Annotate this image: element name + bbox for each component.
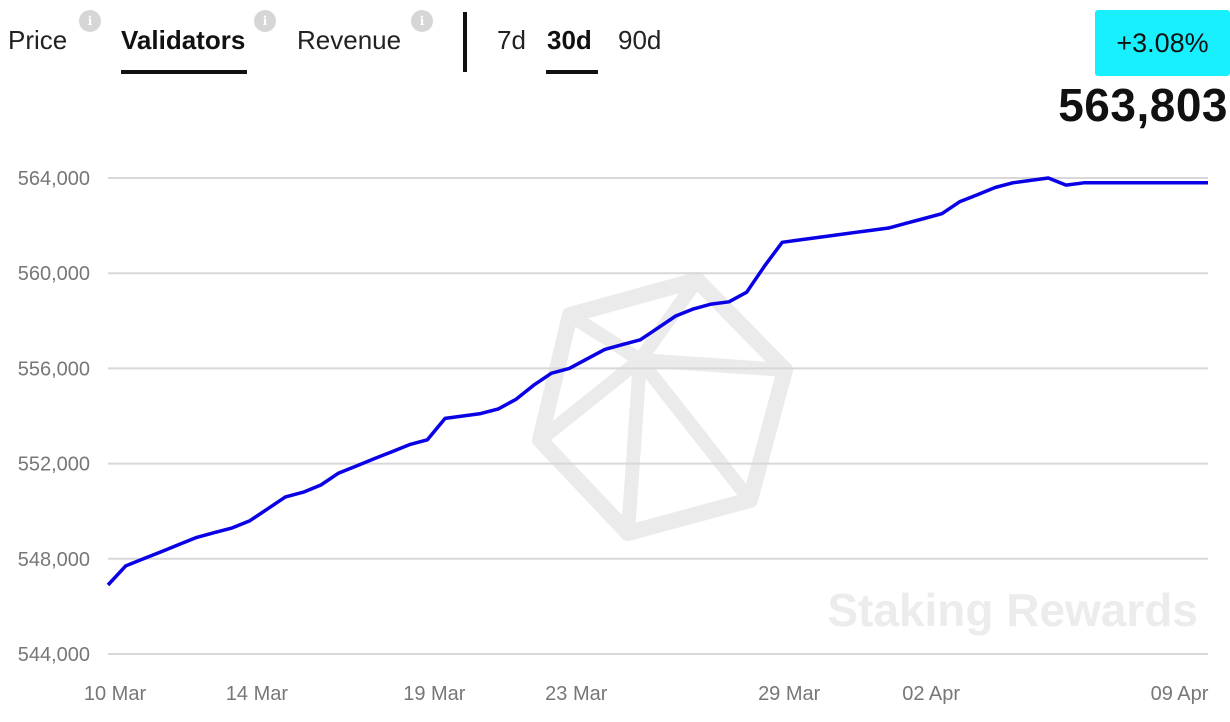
revenue-info-icon[interactable]: i xyxy=(411,10,433,32)
x-tick-label: 14 Mar xyxy=(226,683,289,705)
x-tick-label: 10 Mar xyxy=(84,683,147,705)
watermark-text: Staking Rewards xyxy=(827,584,1198,636)
tab-validators[interactable]: Validators xyxy=(121,25,246,55)
y-tick-label: 544,000 xyxy=(18,644,90,666)
range-90d[interactable]: 90d xyxy=(618,25,662,55)
x-tick-label: 23 Mar xyxy=(545,683,608,705)
tab-divider xyxy=(463,12,467,72)
active-range-underline xyxy=(546,70,598,74)
y-tick-label: 552,000 xyxy=(18,454,90,476)
price-info-icon[interactable]: i xyxy=(79,10,101,32)
active-tab-underline xyxy=(121,70,247,74)
range-7d[interactable]: 7d xyxy=(497,25,526,55)
x-tick-label: 09 Apr xyxy=(1151,683,1209,705)
y-tick-label: 556,000 xyxy=(18,358,90,380)
y-tick-label: 564,000 xyxy=(18,168,90,190)
current-value: 563,803 xyxy=(1058,79,1228,131)
change-badge: +3.08% xyxy=(1095,10,1230,76)
validators-line[interactable] xyxy=(106,176,1208,587)
range-30d[interactable]: 30d xyxy=(547,25,592,55)
validators-info-icon[interactable]: i xyxy=(254,10,276,32)
x-tick-label: 02 Apr xyxy=(902,683,960,705)
y-tick-label: 560,000 xyxy=(18,263,90,285)
staking-rewards-logo-watermark xyxy=(532,272,793,541)
y-tick-label: 548,000 xyxy=(18,549,90,571)
x-tick-label: 19 Mar xyxy=(403,683,466,705)
tab-revenue[interactable]: Revenue xyxy=(297,25,402,55)
tab-price[interactable]: Price xyxy=(8,25,68,55)
x-tick-label: 29 Mar xyxy=(758,683,821,705)
